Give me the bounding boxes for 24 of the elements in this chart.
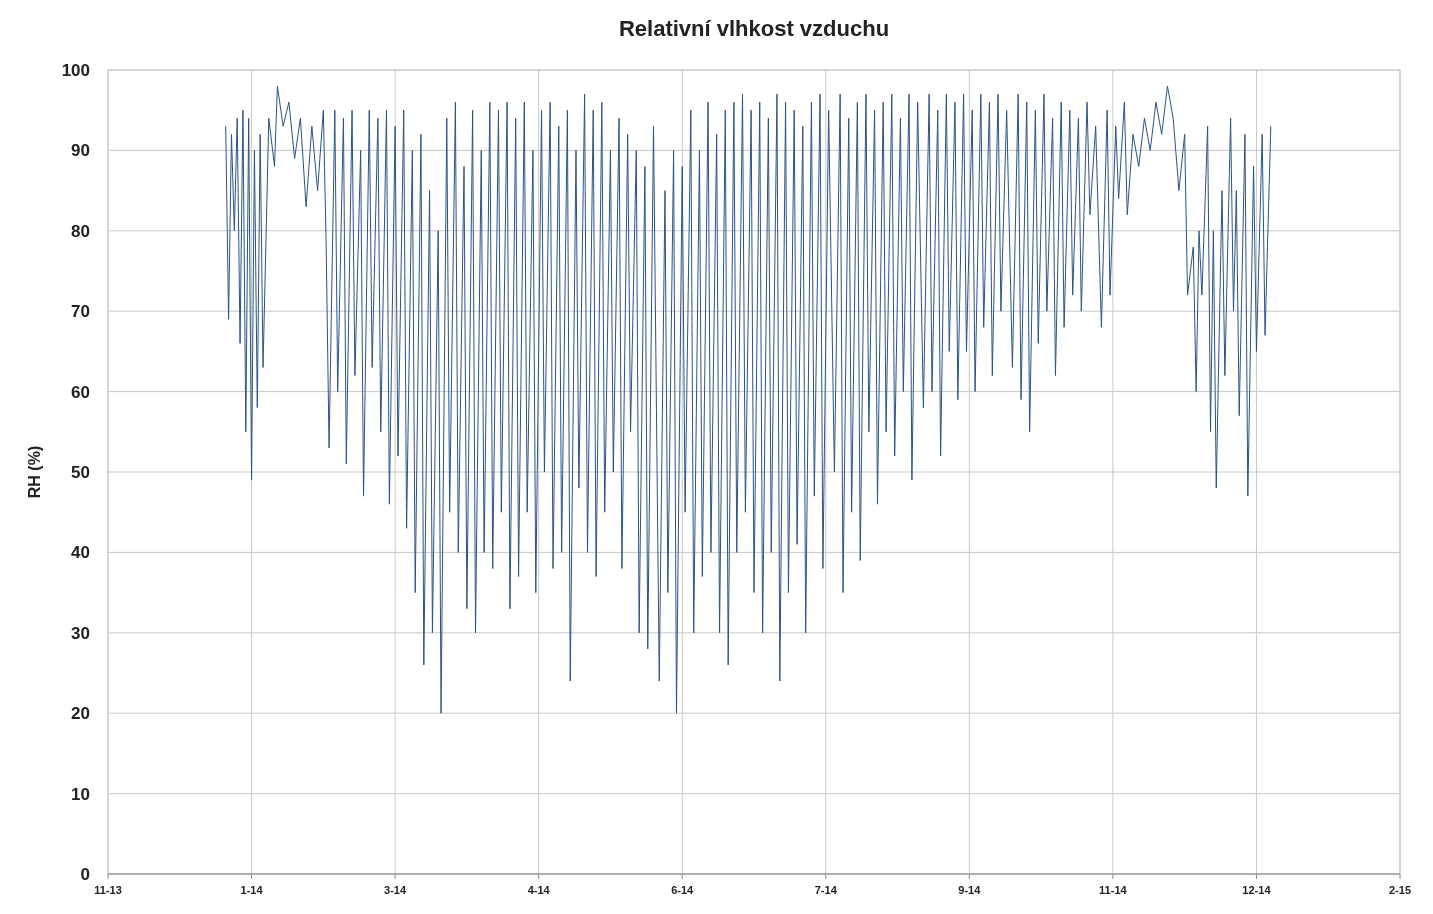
y-tick-label: 10 (71, 784, 90, 804)
chart-title: Relativní vlhkost vzduchu (618, 16, 890, 41)
y-tick-label: 100 (61, 60, 90, 80)
x-tick-label: 7-14 (814, 884, 838, 896)
y-tick-label: 50 (71, 462, 90, 482)
y-tick-label: 70 (71, 302, 90, 322)
y-tick-label: 60 (71, 382, 90, 402)
y-tick-label: 0 (80, 864, 90, 884)
x-tick-label: 2-15 (1388, 884, 1412, 896)
x-tick-label: 4-14 (527, 884, 551, 896)
y-tick-label: 40 (71, 543, 90, 563)
y-tick-label: 80 (71, 221, 90, 241)
x-tick-label: 6-14 (671, 884, 695, 896)
x-tick-label: 1-14 (240, 884, 264, 896)
x-tick-label: 9-14 (958, 884, 982, 896)
x-tick-label: 3-14 (384, 884, 407, 896)
y-tick-label: 30 (71, 623, 90, 643)
x-tick-label: 11-13 (94, 884, 122, 896)
x-tick-label: 12-14 (1242, 884, 1272, 896)
y-tick-label: 90 (71, 141, 90, 161)
y-tick-label: 20 (71, 704, 90, 724)
line-series (225, 85, 1272, 714)
x-tick-label: 11-14 (1099, 884, 1128, 896)
y-axis-title: RH (%) (26, 445, 43, 499)
